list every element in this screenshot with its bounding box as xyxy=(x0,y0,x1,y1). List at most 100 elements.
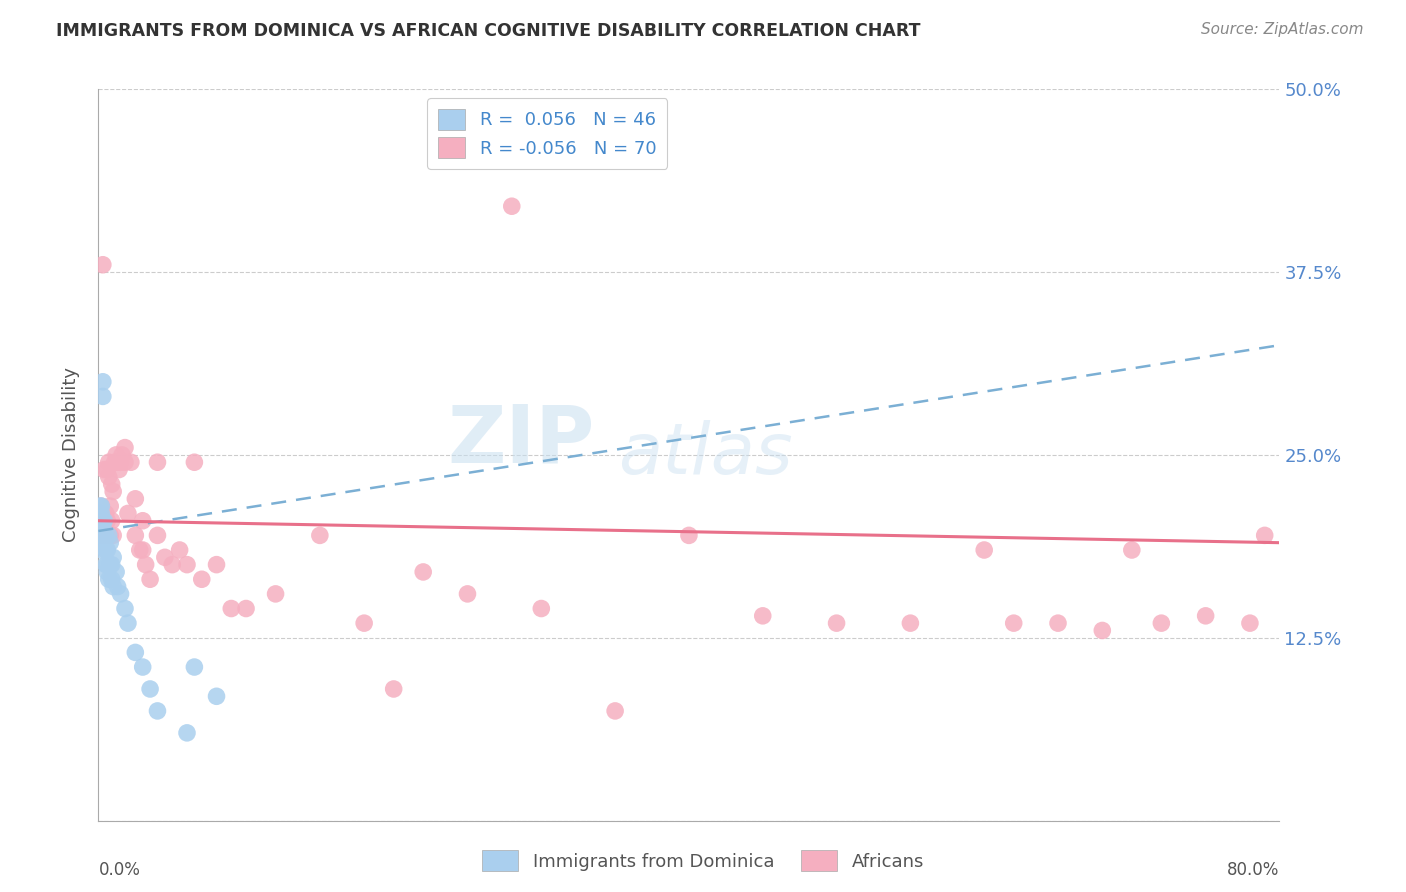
Point xyxy=(132,543,155,558)
Text: atlas: atlas xyxy=(619,420,793,490)
Point xyxy=(176,726,198,740)
Point xyxy=(678,528,700,542)
Point xyxy=(89,514,111,528)
Point xyxy=(108,462,131,476)
Point xyxy=(264,587,287,601)
Point xyxy=(100,477,122,491)
Point xyxy=(93,528,115,542)
Point xyxy=(93,535,115,549)
Point xyxy=(90,499,112,513)
Point xyxy=(146,455,169,469)
Point xyxy=(110,455,132,469)
Point xyxy=(114,601,136,615)
Point xyxy=(96,543,118,558)
Y-axis label: Cognitive Disability: Cognitive Disability xyxy=(62,368,80,542)
Point xyxy=(124,491,146,506)
Point xyxy=(114,441,136,455)
Point xyxy=(93,462,115,476)
Point xyxy=(89,514,111,528)
Point xyxy=(93,514,115,528)
Point xyxy=(132,514,155,528)
Point xyxy=(132,660,155,674)
Point xyxy=(93,514,115,528)
Point xyxy=(97,528,120,542)
Point xyxy=(456,587,478,601)
Point xyxy=(91,375,114,389)
Point xyxy=(183,455,205,469)
Point xyxy=(501,199,523,213)
Point xyxy=(104,455,127,469)
Point xyxy=(120,455,142,469)
Text: ZIP: ZIP xyxy=(447,401,595,479)
Point xyxy=(183,660,205,674)
Point xyxy=(105,448,128,462)
Point xyxy=(530,601,553,615)
Point xyxy=(153,550,176,565)
Point xyxy=(1239,616,1261,631)
Point xyxy=(100,572,122,586)
Point xyxy=(107,455,129,469)
Point xyxy=(98,528,121,542)
Point xyxy=(114,455,136,469)
Point xyxy=(97,470,120,484)
Point xyxy=(235,601,257,615)
Text: Source: ZipAtlas.com: Source: ZipAtlas.com xyxy=(1201,22,1364,37)
Point xyxy=(117,507,139,521)
Point xyxy=(100,514,122,528)
Point xyxy=(98,499,121,513)
Point xyxy=(93,528,115,542)
Point xyxy=(90,543,112,558)
Point xyxy=(91,521,114,535)
Point xyxy=(96,462,118,476)
Point xyxy=(91,514,114,528)
Point xyxy=(105,565,128,579)
Point xyxy=(1121,543,1143,558)
Point xyxy=(191,572,214,586)
Point xyxy=(96,565,118,579)
Point xyxy=(90,528,112,542)
Point xyxy=(124,645,146,659)
Point xyxy=(139,572,162,586)
Point xyxy=(103,484,125,499)
Point xyxy=(973,543,995,558)
Point xyxy=(110,587,132,601)
Point xyxy=(91,521,114,535)
Point xyxy=(205,558,228,572)
Point xyxy=(90,499,112,513)
Point xyxy=(382,681,405,696)
Point xyxy=(103,580,125,594)
Point xyxy=(1195,608,1218,623)
Point xyxy=(219,601,242,615)
Point xyxy=(97,572,120,586)
Point xyxy=(97,455,120,469)
Point xyxy=(111,448,134,462)
Point xyxy=(94,558,117,572)
Point xyxy=(89,507,111,521)
Point xyxy=(353,616,375,631)
Point xyxy=(139,681,162,696)
Point xyxy=(605,704,627,718)
Text: 0.0%: 0.0% xyxy=(98,861,141,879)
Point xyxy=(94,543,117,558)
Point xyxy=(90,507,112,521)
Point xyxy=(162,558,183,572)
Point xyxy=(100,558,122,572)
Point xyxy=(96,558,118,572)
Point xyxy=(751,608,773,623)
Point xyxy=(98,558,121,572)
Point xyxy=(309,528,332,542)
Point xyxy=(94,507,117,521)
Point xyxy=(89,528,111,542)
Point xyxy=(412,565,434,579)
Point xyxy=(135,558,157,572)
Point xyxy=(146,704,169,718)
Point xyxy=(89,521,111,535)
Legend: R =  0.056   N = 46, R = -0.056   N = 70: R = 0.056 N = 46, R = -0.056 N = 70 xyxy=(427,98,666,169)
Point xyxy=(98,535,121,549)
Point xyxy=(117,616,139,631)
Point xyxy=(94,528,117,542)
Point xyxy=(900,616,922,631)
Point xyxy=(205,690,228,704)
Point xyxy=(91,528,114,542)
Point xyxy=(90,521,112,535)
